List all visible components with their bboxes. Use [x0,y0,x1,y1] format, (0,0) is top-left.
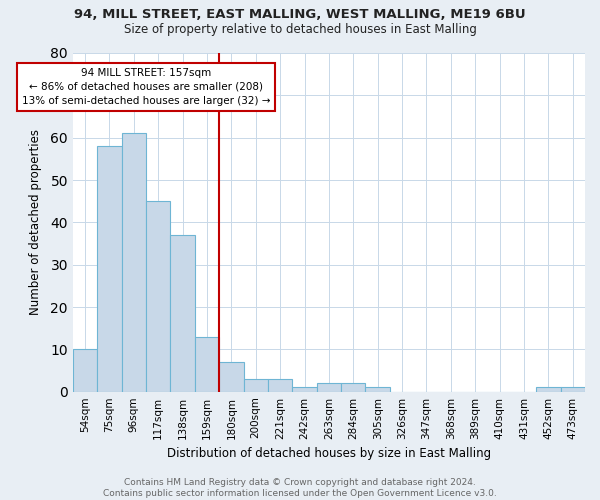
Bar [292,388,317,392]
Bar [73,350,97,392]
Bar [365,388,390,392]
Bar [341,383,365,392]
Bar [536,388,560,392]
Text: 94 MILL STREET: 157sqm
← 86% of detached houses are smaller (208)
13% of semi-de: 94 MILL STREET: 157sqm ← 86% of detached… [22,68,270,106]
Bar [170,235,195,392]
Bar [195,336,219,392]
X-axis label: Distribution of detached houses by size in East Malling: Distribution of detached houses by size … [167,447,491,460]
Bar [97,146,122,392]
Bar [317,383,341,392]
Text: 94, MILL STREET, EAST MALLING, WEST MALLING, ME19 6BU: 94, MILL STREET, EAST MALLING, WEST MALL… [74,8,526,20]
Bar [122,134,146,392]
Bar [244,379,268,392]
Bar [219,362,244,392]
Bar [146,201,170,392]
Text: Size of property relative to detached houses in East Malling: Size of property relative to detached ho… [124,22,476,36]
Text: Contains HM Land Registry data © Crown copyright and database right 2024.
Contai: Contains HM Land Registry data © Crown c… [103,478,497,498]
Y-axis label: Number of detached properties: Number of detached properties [29,130,42,316]
Bar [560,388,585,392]
Bar [268,379,292,392]
